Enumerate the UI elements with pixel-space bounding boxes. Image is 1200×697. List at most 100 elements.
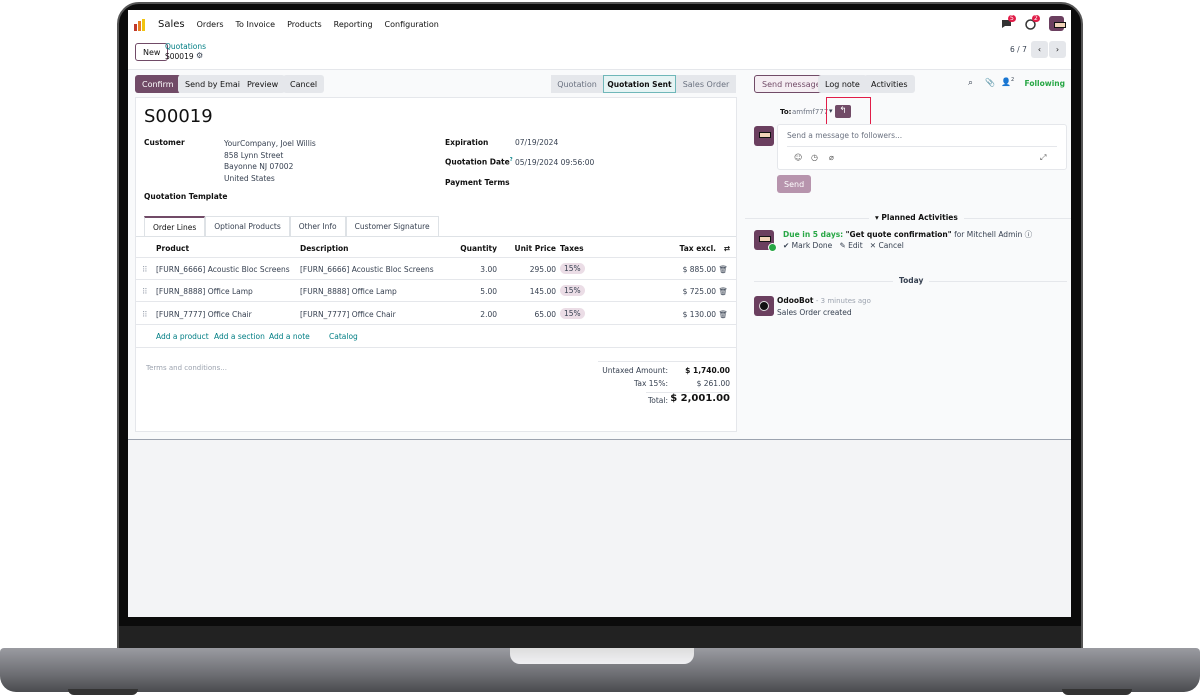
pager-prev-button[interactable]: ‹ — [1031, 41, 1048, 58]
emoji-icon[interactable]: ☺ — [794, 153, 803, 162]
app-name[interactable]: Sales — [158, 19, 185, 30]
message-author[interactable]: OdooBot — [777, 296, 814, 305]
header-quantity[interactable]: Quantity — [460, 244, 497, 253]
message-composer[interactable]: Send a message to followers... ☺ ◷ ⌀ ⤢ — [777, 124, 1067, 170]
cell-product[interactable]: [FURN_7777] Office Chair — [156, 309, 252, 319]
quotation-date-field[interactable]: 05/19/2024 09:56:00 — [515, 158, 595, 167]
pager-next-button[interactable]: › — [1049, 41, 1066, 58]
tax-badge[interactable]: 15% — [560, 307, 585, 319]
table-row[interactable]: ⠿ [FURN_7777] Office Chair [FURN_7777] O… — [136, 303, 736, 325]
following-button[interactable]: Following — [1024, 79, 1065, 88]
send-message-button[interactable]: Send message — [754, 75, 829, 93]
cell-unit-price[interactable]: 65.00 — [534, 309, 556, 319]
info-icon[interactable]: ⓘ — [1024, 230, 1033, 239]
confirm-button[interactable]: Confirm — [135, 75, 181, 93]
header-description[interactable]: Description — [300, 244, 349, 253]
cancel-button[interactable]: Cancel — [283, 75, 325, 93]
cell-quantity[interactable]: 3.00 — [480, 265, 497, 274]
activity-assignee: for Mitchell Admin — [954, 230, 1023, 239]
edit-button[interactable]: ✎ Edit — [839, 241, 863, 250]
header-unit-price[interactable]: Unit Price — [514, 244, 557, 253]
catalog-link[interactable]: Catalog — [329, 332, 358, 341]
preview-button[interactable]: Preview — [240, 75, 286, 93]
menu-orders[interactable]: Orders — [196, 20, 224, 29]
new-button[interactable]: New — [135, 43, 169, 61]
cell-product[interactable]: [FURN_8888] Office Lamp — [156, 287, 253, 297]
stage-quotation-sent[interactable]: Quotation Sent — [603, 75, 676, 93]
table-row[interactable]: ⠿ [FURN_6666] Acoustic Bloc Screens [FUR… — [136, 258, 736, 280]
add-product-link[interactable]: Add a product — [156, 332, 209, 341]
cell-quantity[interactable]: 5.00 — [480, 287, 497, 297]
trash-icon[interactable]: 🗑 — [718, 287, 728, 297]
add-section-link[interactable]: Add a section — [214, 332, 265, 341]
gear-icon[interactable]: ⚙ — [196, 51, 204, 60]
paperclip-icon[interactable]: 📎 — [985, 78, 995, 87]
user-avatar[interactable] — [1049, 16, 1066, 31]
clock-icon[interactable]: ◷ — [811, 153, 818, 162]
expand-icon[interactable]: ⤢ — [1040, 153, 1047, 162]
user-avatar — [754, 126, 774, 146]
menu-configuration[interactable]: Configuration — [384, 20, 439, 29]
cell-unit-price[interactable]: 295.00 — [529, 265, 556, 274]
drag-handle-icon[interactable]: ⠿ — [142, 287, 148, 297]
tab-optional-products[interactable]: Optional Products — [205, 216, 290, 237]
caret-down-icon[interactable]: ▾ — [829, 107, 833, 115]
menu-reporting[interactable]: Reporting — [333, 20, 373, 29]
untaxed-amount: $ 1,740.00 — [685, 366, 730, 375]
stage-sales-order[interactable]: Sales Order — [676, 75, 736, 93]
trash-icon[interactable]: 🗑 — [718, 265, 728, 274]
cell-product[interactable]: [FURN_6666] Acoustic Bloc Screens — [156, 265, 290, 274]
totals: Untaxed Amount: $ 1,740.00 Tax 15%: $ 261.… — [598, 361, 730, 408]
cell-description[interactable]: [FURN_6666] Acoustic Bloc Screens — [300, 265, 434, 274]
activity-type-icon — [768, 243, 777, 252]
menu-to-invoice[interactable]: To Invoice — [235, 20, 276, 29]
send-by-email-button[interactable]: Send by Email — [178, 75, 250, 93]
terms-input[interactable]: Terms and conditions... — [146, 364, 227, 372]
pager-value[interactable]: 6 / 7 — [1010, 45, 1027, 54]
table-row[interactable]: ⠿ [FURN_8888] Office Lamp [FURN_8888] Of… — [136, 280, 736, 303]
add-note-link[interactable]: Add a note — [269, 332, 310, 341]
header-product[interactable]: Product — [156, 244, 190, 253]
menu-products[interactable]: Products — [287, 20, 322, 29]
activity-clock-icon[interactable]: 2 — [1025, 15, 1040, 32]
cell-unit-price[interactable]: 145.00 — [529, 287, 556, 297]
mark-done-button[interactable]: ✔ Mark Done — [783, 241, 833, 250]
tab-other-info[interactable]: Other Info — [289, 216, 346, 237]
column-settings-icon[interactable]: ⇄ — [723, 244, 730, 253]
laptop-foot — [1062, 689, 1132, 695]
stage-quotation[interactable]: Quotation — [551, 75, 603, 93]
recipients-value[interactable]: amfmf777 — [792, 108, 829, 116]
header-tax-excl[interactable]: Tax excl. — [679, 244, 716, 253]
trash-icon[interactable]: 🗑 — [718, 309, 728, 319]
reply-icon[interactable]: ↰ — [835, 105, 851, 118]
search-icon[interactable]: ⌕ — [968, 78, 974, 88]
cell-quantity[interactable]: 2.00 — [480, 309, 497, 319]
customer-field[interactable]: YourCompany, Joel Willis 858 Lynn Street… — [224, 138, 316, 184]
chat-icon[interactable]: 5 — [1001, 15, 1016, 31]
attachment-icon[interactable]: ⌀ — [829, 153, 834, 162]
laptop-foot — [68, 689, 138, 695]
cell-description[interactable]: [FURN_8888] Office Lamp — [300, 287, 397, 297]
tax-badge[interactable]: 15% — [560, 263, 585, 274]
log-note-button[interactable]: Log note — [818, 75, 867, 93]
send-button[interactable]: Send — [777, 175, 812, 193]
expiration-field[interactable]: 07/19/2024 — [515, 138, 559, 147]
tax-badge[interactable]: 15% — [560, 285, 585, 297]
help-tooltip-icon[interactable]: ? — [509, 157, 513, 163]
tab-customer-signature[interactable]: Customer Signature — [345, 216, 439, 237]
breadcrumb-quotations[interactable]: Quotations — [165, 42, 207, 51]
cancel-activity-button[interactable]: ✕ Cancel — [869, 241, 904, 250]
tab-order-lines[interactable]: Order Lines — [144, 216, 206, 237]
sales-app-icon[interactable] — [134, 18, 146, 31]
control-panel: New Quotations S00019 ⚙ 6 / 7 ‹ › — [128, 39, 1071, 70]
planned-activities-label: Planned Activities — [881, 213, 958, 222]
activities-button[interactable]: Activities — [864, 75, 915, 93]
drag-handle-icon[interactable]: ⠿ — [142, 265, 148, 274]
followers-icon[interactable]: 👤2 — [1001, 77, 1015, 87]
header-taxes[interactable]: Taxes — [560, 244, 584, 253]
cell-description[interactable]: [FURN_7777] Office Chair — [300, 309, 396, 319]
planned-activities-toggle[interactable]: ▾ Planned Activities — [869, 213, 964, 222]
drag-handle-icon[interactable]: ⠿ — [142, 309, 148, 319]
message-input[interactable]: Send a message to followers... — [787, 131, 903, 140]
edit-label: Edit — [848, 241, 863, 250]
